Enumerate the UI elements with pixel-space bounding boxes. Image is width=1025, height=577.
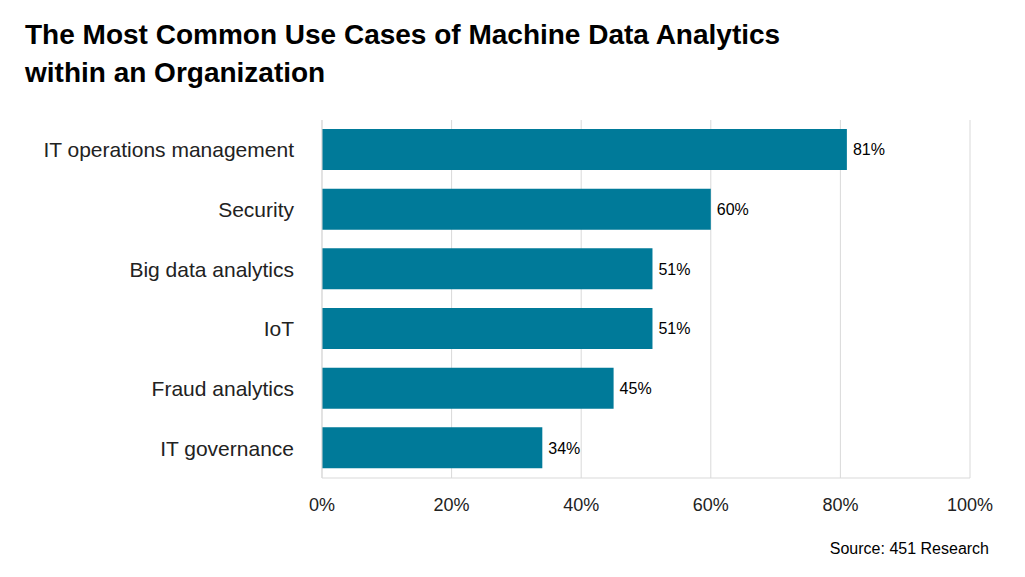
svg-text:100%: 100%: [947, 495, 993, 515]
svg-text:0%: 0%: [309, 495, 335, 515]
svg-text:60%: 60%: [717, 201, 749, 218]
svg-text:45%: 45%: [620, 380, 652, 397]
svg-text:IT governance: IT governance: [160, 437, 294, 460]
svg-text:40%: 40%: [563, 495, 599, 515]
svg-text:Big data analytics: Big data analytics: [129, 258, 294, 281]
svg-text:60%: 60%: [693, 495, 729, 515]
svg-text:IT operations management: IT operations management: [43, 138, 294, 161]
svg-text:51%: 51%: [658, 261, 690, 278]
html-text:Source: 451 Research: Source: 451 Research: [829, 540, 989, 557]
html-text:The Most Common Use Cases of M: The Most Common Use Cases of Machine Dat…: [25, 19, 781, 88]
svg-text:20%: 20%: [434, 495, 470, 515]
svg-text:Fraud analytics: Fraud analytics: [152, 377, 294, 400]
svg-text:34%: 34%: [548, 440, 580, 457]
svg-text:81%: 81%: [853, 141, 885, 158]
svg-text:IoT: IoT: [264, 317, 295, 340]
svg-text:51%: 51%: [658, 320, 690, 337]
svg-text:80%: 80%: [822, 495, 858, 515]
svg-text:Security: Security: [218, 198, 294, 221]
